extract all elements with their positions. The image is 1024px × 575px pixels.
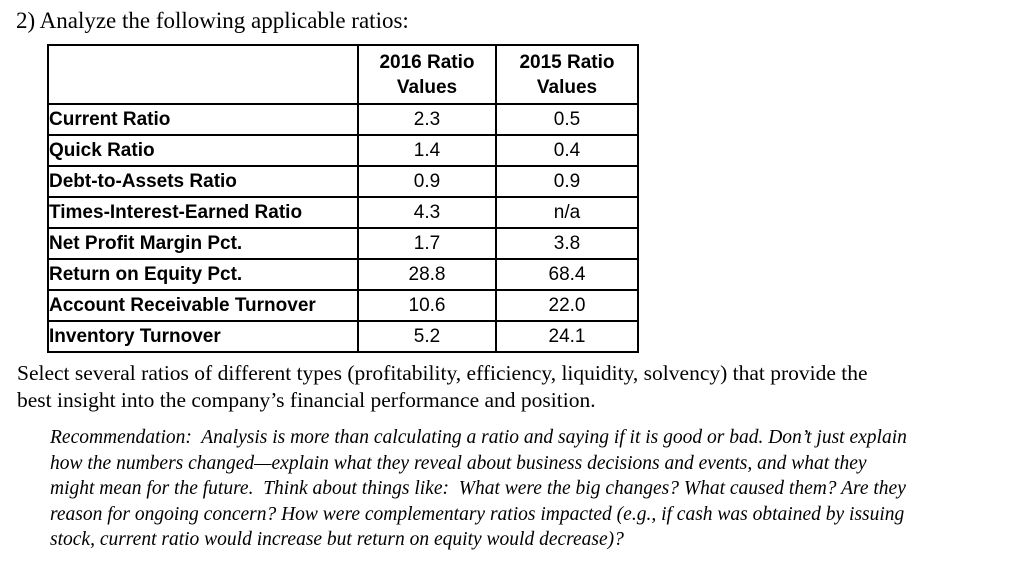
row-label-cell: Debt-to-Assets Ratio [47, 165, 359, 198]
ratio-2015-cell: 0.4 [495, 134, 639, 167]
table-row: Net Profit Margin Pct. 1.7 3.8 [47, 227, 639, 260]
ratio-2015-cell: 24.1 [495, 320, 639, 353]
table-row: Debt-to-Assets Ratio 0.9 0.9 [47, 165, 639, 198]
ratio-2016-cell: 4.3 [357, 196, 497, 229]
ratio-2016-cell: 2.3 [357, 103, 497, 136]
ratio-2015-cell: 68.4 [495, 258, 639, 291]
header-blank-cell [47, 44, 359, 105]
ratio-2016-cell: 1.7 [357, 227, 497, 260]
table-row: Account Receivable Turnover 10.6 22.0 [47, 289, 639, 322]
row-label-cell: Account Receivable Turnover [47, 289, 359, 322]
row-label-cell: Return on Equity Pct. [47, 258, 359, 291]
ratio-2016-cell: 28.8 [357, 258, 497, 291]
ratio-2016-cell: 5.2 [357, 320, 497, 353]
row-label-cell: Times-Interest-Earned Ratio [47, 196, 359, 229]
table-row: Current Ratio 2.3 0.5 [47, 103, 639, 136]
table-row: Return on Equity Pct. 28.8 68.4 [47, 258, 639, 291]
header-2015-cell: 2015 Ratio Values [495, 44, 639, 105]
ratio-2015-cell: 3.8 [495, 227, 639, 260]
ratio-2016-cell: 0.9 [357, 165, 497, 198]
ratio-2015-cell: 22.0 [495, 289, 639, 322]
row-label-cell: Net Profit Margin Pct. [47, 227, 359, 260]
table-header-row: 2016 Ratio Values 2015 Ratio Values [47, 44, 639, 105]
recommendation-note: Recommendation: Analysis is more than ca… [50, 427, 912, 551]
question-heading: 2) Analyze the following applicable rati… [16, 8, 409, 33]
table-row: Inventory Turnover 5.2 24.1 [47, 320, 639, 353]
row-label-cell: Quick Ratio [47, 134, 359, 167]
ratios-table: 2016 Ratio Values 2015 Ratio Values Curr… [47, 44, 639, 353]
table-row: Times-Interest-Earned Ratio 4.3 n/a [47, 196, 639, 229]
select-instructions: Select several ratios of different types… [17, 361, 873, 412]
ratio-2016-cell: 1.4 [357, 134, 497, 167]
row-label-cell: Current Ratio [47, 103, 359, 136]
table-row: Quick Ratio 1.4 0.4 [47, 134, 639, 167]
row-label-cell: Inventory Turnover [47, 320, 359, 353]
ratio-2015-cell: 0.9 [495, 165, 639, 198]
ratio-2015-cell: 0.5 [495, 103, 639, 136]
header-2016-cell: 2016 Ratio Values [357, 44, 497, 105]
ratio-2016-cell: 10.6 [357, 289, 497, 322]
ratio-2015-cell: n/a [495, 196, 639, 229]
